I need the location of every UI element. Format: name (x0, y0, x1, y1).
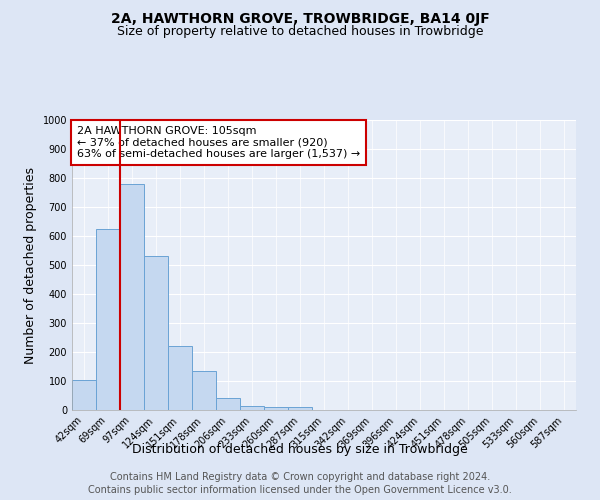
Bar (72, 380, 96, 410)
Bar (264, 407, 288, 410)
Text: 2A, HAWTHORN GROVE, TROWBRIDGE, BA14 0JF: 2A, HAWTHORN GROVE, TROWBRIDGE, BA14 0JF (110, 12, 490, 26)
Text: Contains HM Land Registry data © Crown copyright and database right 2024.: Contains HM Land Registry data © Crown c… (110, 472, 490, 482)
Bar (192, 371, 216, 410)
Bar (168, 346, 192, 410)
Text: Size of property relative to detached houses in Trowbridge: Size of property relative to detached ho… (117, 25, 483, 38)
Bar (144, 256, 168, 410)
Text: Contains public sector information licensed under the Open Government Licence v3: Contains public sector information licen… (88, 485, 512, 495)
Bar (120, 184, 144, 410)
Bar (216, 398, 240, 410)
Bar (96, 229, 120, 410)
Text: Distribution of detached houses by size in Trowbridge: Distribution of detached houses by size … (132, 442, 468, 456)
Bar (240, 406, 264, 410)
Bar (288, 407, 312, 410)
Text: 2A HAWTHORN GROVE: 105sqm
← 37% of detached houses are smaller (920)
63% of semi: 2A HAWTHORN GROVE: 105sqm ← 37% of detac… (77, 126, 360, 159)
Y-axis label: Number of detached properties: Number of detached properties (24, 166, 37, 364)
